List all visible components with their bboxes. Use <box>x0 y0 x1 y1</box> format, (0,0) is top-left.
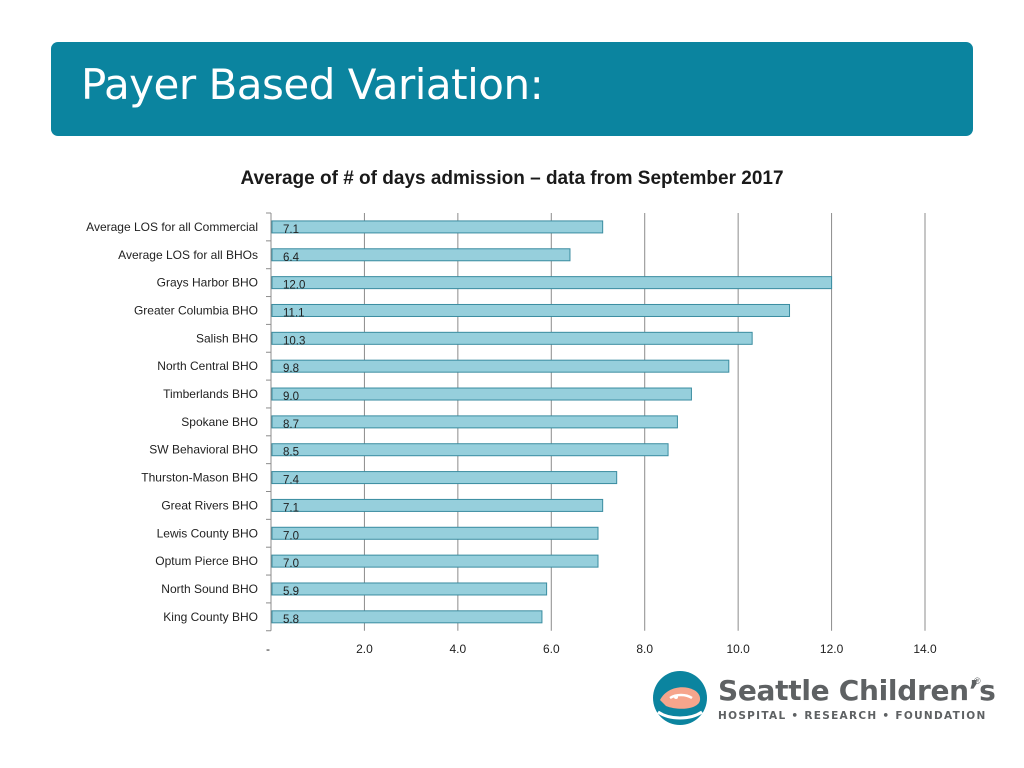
category-label: Spokane BHO <box>181 415 258 429</box>
data-label: 8.7 <box>283 419 299 431</box>
logo-registered-mark: ® <box>974 676 981 686</box>
data-label: 7.4 <box>283 475 300 487</box>
category-label: Greater Columbia BHO <box>134 303 258 317</box>
category-label: Timberlands BHO <box>163 387 258 401</box>
data-label: 11.1 <box>283 307 305 319</box>
category-label: Lewis County BHO <box>157 526 258 540</box>
data-label: 7.1 <box>283 502 299 514</box>
title-bar: Payer Based Variation: <box>51 42 973 136</box>
bar <box>271 554 599 568</box>
category-label: Great Rivers BHO <box>161 498 258 512</box>
x-tick-label: 10.0 <box>726 642 750 656</box>
bar-chart: Average LOS for all Commercial 7.1 Average… <box>86 212 937 656</box>
seattle-childrens-logo: Seattle Children’s ® HOSPITAL • RESEARCH… <box>652 670 996 730</box>
data-label: 12.0 <box>283 280 305 292</box>
x-tick-label: 4.0 <box>450 642 467 656</box>
bar <box>271 526 599 540</box>
category-label: King County BHO <box>163 610 258 624</box>
bar <box>271 582 548 596</box>
bar <box>271 303 791 317</box>
bar <box>271 276 833 290</box>
bar <box>271 498 604 512</box>
bar <box>271 443 669 457</box>
bar <box>271 359 730 373</box>
data-label: 6.4 <box>283 252 300 264</box>
chart-title: Average of # of days admission – data fr… <box>240 168 784 189</box>
category-label: Thurston-Mason BHO <box>141 471 258 485</box>
data-label: 5.9 <box>283 586 299 598</box>
logo-name: Seattle Children’s <box>718 674 996 707</box>
bar <box>271 248 571 262</box>
data-label: 7.0 <box>283 558 299 570</box>
logo-whale-icon <box>653 671 707 725</box>
data-label: 10.3 <box>283 335 305 347</box>
bar <box>271 415 678 429</box>
bar <box>271 331 753 345</box>
data-label: 7.0 <box>283 530 299 542</box>
bar <box>271 387 692 401</box>
x-tick-label: 14.0 <box>913 642 937 656</box>
category-label: Salish BHO <box>196 331 258 345</box>
data-label: 7.1 <box>283 224 299 236</box>
category-label: North Central BHO <box>157 359 258 373</box>
data-label: 9.8 <box>283 363 299 375</box>
category-label: Average LOS for all BHOs <box>118 248 258 262</box>
x-tick-label: 12.0 <box>820 642 844 656</box>
bar <box>271 610 543 624</box>
category-label: Optum Pierce BHO <box>155 554 258 568</box>
category-label: North Sound BHO <box>161 582 258 596</box>
category-label: Grays Harbor BHO <box>157 276 258 290</box>
slide-title: Payer Based Variation: <box>81 60 544 109</box>
data-label: 9.0 <box>283 391 299 403</box>
x-tick-label: 8.0 <box>636 642 653 656</box>
data-label: 8.5 <box>283 447 299 459</box>
x-tick-label: 6.0 <box>543 642 560 656</box>
data-label: 5.8 <box>283 614 299 626</box>
logo-tagline: HOSPITAL • RESEARCH • FOUNDATION <box>718 710 987 722</box>
category-label: Average LOS for all Commercial <box>86 220 258 234</box>
bar <box>271 471 618 485</box>
x-tick-label: - <box>266 642 270 656</box>
bar <box>271 220 604 234</box>
x-tick-label: 2.0 <box>356 642 373 656</box>
category-label: SW Behavioral BHO <box>149 443 258 457</box>
